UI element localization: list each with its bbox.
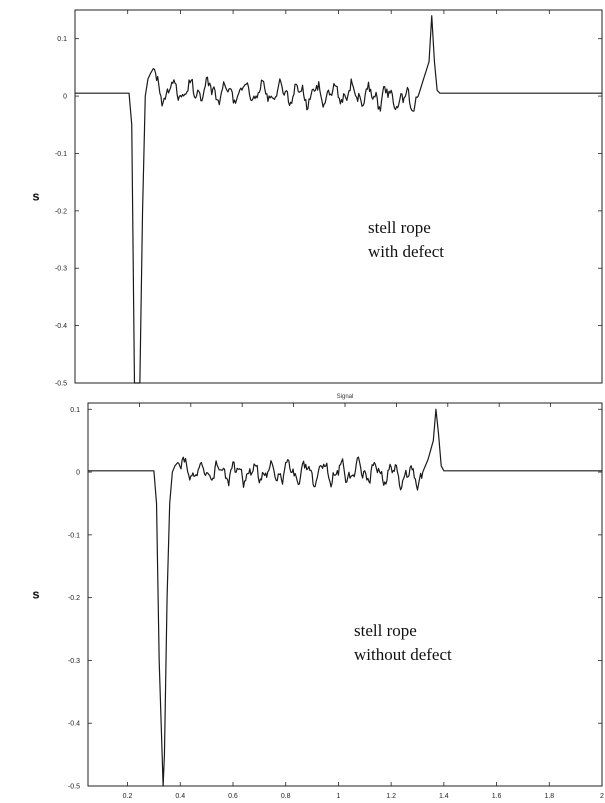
y-tick-label: -0.4 <box>55 323 67 330</box>
plot-1-annotation-line-2: with defect <box>368 242 444 261</box>
y-tick-label: 0 <box>63 94 67 101</box>
y-tick-label: 0 <box>76 470 80 477</box>
plot-1-signal-line <box>75 15 602 384</box>
plot-1-annotation-line-1: stell rope <box>368 218 431 237</box>
plot-2-signal-line <box>88 408 602 787</box>
plot-2-title: Signal <box>337 394 354 400</box>
x-tick-label: 1.4 <box>439 793 449 800</box>
x-tick-label: 2 <box>600 793 604 800</box>
plot-2-annotation-line-1: stell rope <box>354 621 417 640</box>
y-tick-label: -0.5 <box>55 381 67 388</box>
x-tick-label: 1 <box>336 793 340 800</box>
y-tick-label: -0.3 <box>55 266 67 273</box>
y-tick-label: 0.1 <box>70 407 80 414</box>
plot-1-ylabel: s <box>32 189 39 204</box>
x-tick-label: 1.2 <box>386 793 396 800</box>
y-tick-label: -0.5 <box>68 784 80 791</box>
x-tick-label: 0.8 <box>281 793 291 800</box>
y-tick-label: -0.4 <box>68 721 80 728</box>
x-tick-label: 1.8 <box>544 793 554 800</box>
plot-2-ylabel: s <box>32 587 39 602</box>
x-tick-label: 0.4 <box>175 793 185 800</box>
x-tick-label: 0.6 <box>228 793 238 800</box>
y-tick-label: -0.3 <box>68 658 80 665</box>
x-tick-label: 1.6 <box>492 793 502 800</box>
x-tick-label: 0.2 <box>123 793 133 800</box>
y-tick-label: -0.2 <box>55 208 67 215</box>
y-tick-label: -0.2 <box>68 595 80 602</box>
y-tick-label: -0.1 <box>68 532 80 539</box>
y-tick-label: -0.1 <box>55 151 67 158</box>
y-tick-label: 0.1 <box>57 36 67 43</box>
plot-2-annotation-line-2: without defect <box>354 645 452 664</box>
